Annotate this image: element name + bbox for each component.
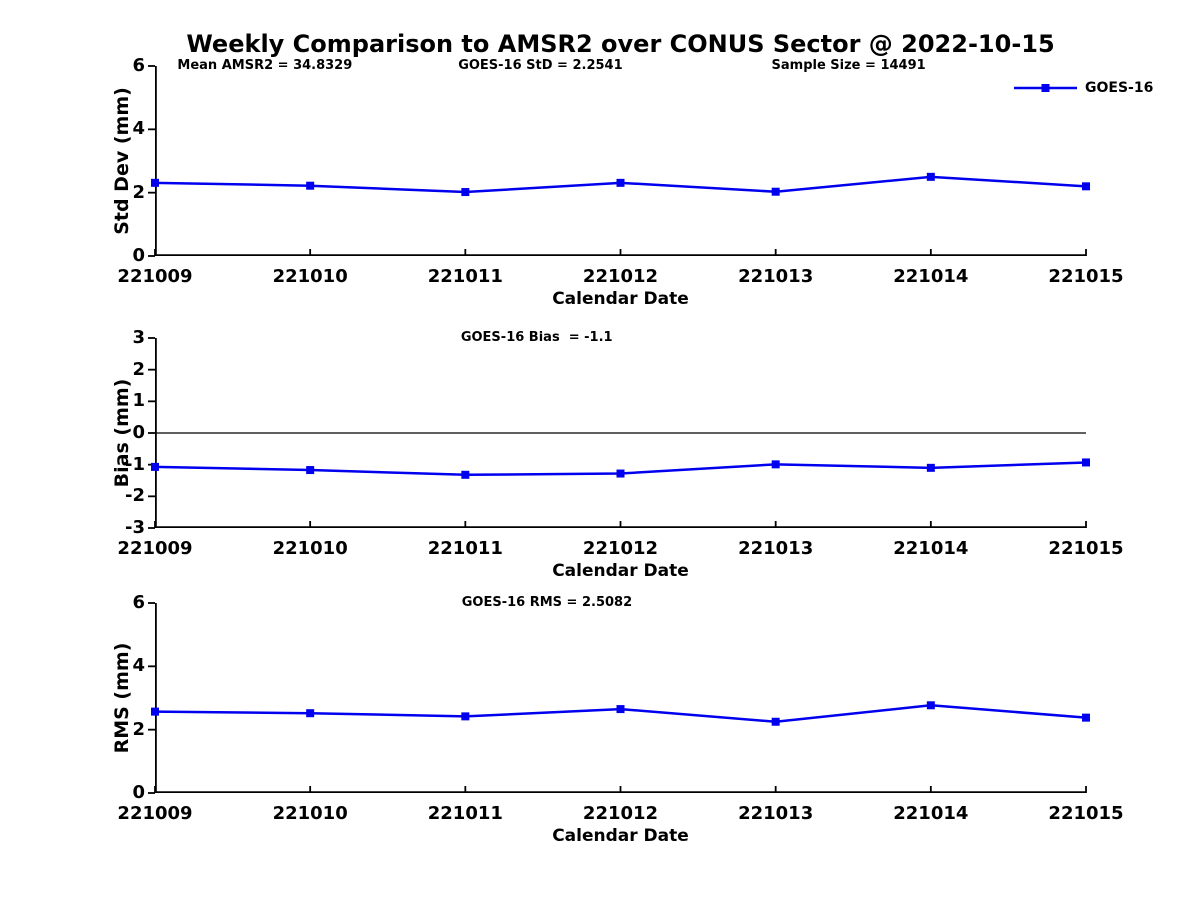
data-point-marker <box>616 705 625 714</box>
data-point-marker <box>616 469 625 478</box>
y-tick-label: -1 <box>125 453 145 475</box>
x-axis-title: Calendar Date <box>552 289 689 309</box>
y-tick-label: -3 <box>125 517 145 538</box>
data-point-marker <box>926 172 935 181</box>
figure-title: Weekly Comparison to AMSR2 over CONUS Se… <box>186 30 1055 58</box>
stat-annotation: GOES-16 StD = 2.2541 <box>458 58 623 73</box>
y-axis-title: RMS (mm) <box>111 642 133 754</box>
x-tick-label: 221010 <box>272 803 348 824</box>
plot-canvas <box>148 337 1090 529</box>
y-tick-label: -2 <box>125 485 145 507</box>
x-tick-label: 221015 <box>1048 803 1124 824</box>
y-tick-label: 2 <box>132 358 145 380</box>
data-point-marker <box>151 462 159 471</box>
data-point-marker <box>151 707 159 716</box>
stat-annotation: GOES-16 RMS = 2.5082 <box>461 595 633 610</box>
rms-subplot: 0 2 4 6 221009 221010 221011 221012 221013 221014… <box>111 593 1124 847</box>
y-tick-label: 4 <box>132 118 145 140</box>
y-tick-label: 2 <box>132 718 145 740</box>
x-tick-label: 221015 <box>1048 538 1124 559</box>
plot-canvas <box>148 65 1090 257</box>
x-axis-title: Calendar Date <box>552 561 689 581</box>
stat-annotation: Sample Size = 14491 <box>771 58 926 73</box>
stat-annotation: Mean AMSR2 = 34.8329 <box>177 58 353 73</box>
data-point-marker <box>461 188 470 197</box>
data-point-marker <box>926 701 935 710</box>
y-tick-label: 6 <box>132 55 145 76</box>
y-tick-label: 0 <box>132 782 145 803</box>
y-tick-label: 2 <box>132 181 145 203</box>
x-tick-label: 221014 <box>893 266 969 287</box>
bias-subplot: -3 -2 -1 0 1 2 3 221009 221010 221011 221012 221013… <box>111 328 1124 582</box>
data-point-marker <box>1082 713 1090 722</box>
x-tick-label: 221011 <box>427 266 503 287</box>
x-tick-label: 221013 <box>738 266 814 287</box>
x-tick-label: 221013 <box>738 538 814 559</box>
y-tick-label: 0 <box>132 422 145 443</box>
x-tick-label: 221009 <box>117 266 193 287</box>
y-tick-label: 3 <box>132 327 145 348</box>
y-axis-title: Std Dev (mm) <box>111 87 133 235</box>
x-tick-label: 221014 <box>893 538 969 559</box>
data-point-marker <box>616 178 625 187</box>
data-point-marker <box>771 460 780 469</box>
y-tick-label: 4 <box>132 655 145 677</box>
legend: GOES-16 <box>1014 79 1153 97</box>
y-tick-label: 6 <box>132 592 145 613</box>
x-axis-title: Calendar Date <box>552 826 689 846</box>
x-tick-label: 221012 <box>582 538 659 559</box>
x-tick-label: 221009 <box>117 803 193 824</box>
data-point-marker <box>771 717 780 726</box>
x-tick-label: 221010 <box>272 266 348 287</box>
stat-annotation: GOES-16 Bias = -1.1 <box>460 330 613 345</box>
x-tick-label: 221010 <box>272 538 348 559</box>
data-point-marker <box>306 709 315 718</box>
data-point-marker <box>461 470 470 479</box>
legend-label: GOES-16 <box>1085 80 1154 96</box>
stddev-subplot: 0 2 4 6 221009 221010 221011 221012 221013 221014… <box>111 56 1124 310</box>
data-point-marker <box>461 712 470 721</box>
data-point-marker <box>926 463 935 472</box>
data-point-marker <box>306 181 315 190</box>
legend-line-sample <box>1014 84 1077 92</box>
data-point-marker <box>1082 182 1090 191</box>
x-tick-label: 221009 <box>117 538 193 559</box>
y-tick-label: 0 <box>132 245 145 266</box>
y-axis-title: Bias (mm) <box>111 378 133 488</box>
data-point-marker <box>151 178 159 187</box>
data-point-marker <box>771 187 780 196</box>
data-point-marker <box>1082 458 1090 467</box>
x-tick-label: 221013 <box>738 803 814 824</box>
plot-canvas <box>148 602 1090 794</box>
x-tick-label: 221014 <box>893 803 969 824</box>
y-tick-label: 1 <box>132 390 145 412</box>
x-tick-label: 221012 <box>582 266 659 287</box>
x-tick-label: 221012 <box>582 803 659 824</box>
x-tick-label: 221011 <box>427 803 503 824</box>
x-tick-label: 221015 <box>1048 266 1124 287</box>
data-point-marker <box>306 466 315 475</box>
x-tick-label: 221011 <box>427 538 503 559</box>
